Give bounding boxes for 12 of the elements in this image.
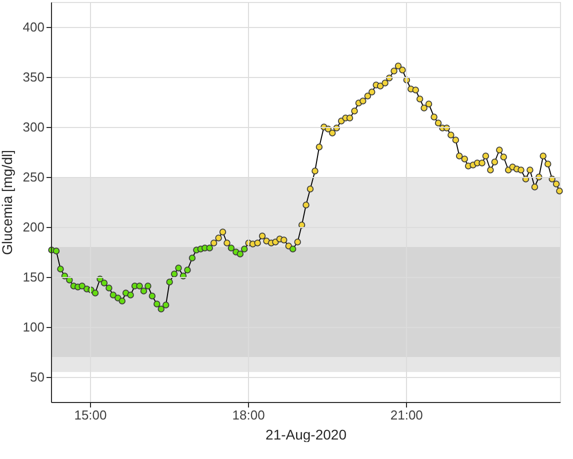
y-tick-label: 350 xyxy=(22,70,44,84)
y-tick-label: 250 xyxy=(22,170,44,184)
x-tick-label: 21:00 xyxy=(390,408,423,422)
y-tick-label: 300 xyxy=(22,120,44,134)
x-tick-label: 18:00 xyxy=(232,408,265,422)
y-tick-label: 400 xyxy=(22,20,44,34)
y-axis-title: Glucemia [mg/dl] xyxy=(0,150,15,256)
y-tick-label: 50 xyxy=(30,370,44,384)
y-tick-label: 150 xyxy=(22,270,44,284)
y-tick-label: 100 xyxy=(22,320,44,334)
y-tick-label: 200 xyxy=(22,220,44,234)
x-tick-label: 15:00 xyxy=(74,408,107,422)
